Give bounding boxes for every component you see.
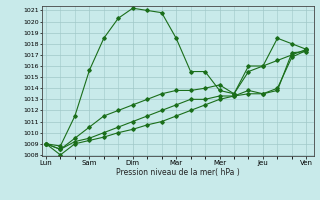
X-axis label: Pression niveau de la mer( hPa ): Pression niveau de la mer( hPa ) xyxy=(116,168,239,177)
